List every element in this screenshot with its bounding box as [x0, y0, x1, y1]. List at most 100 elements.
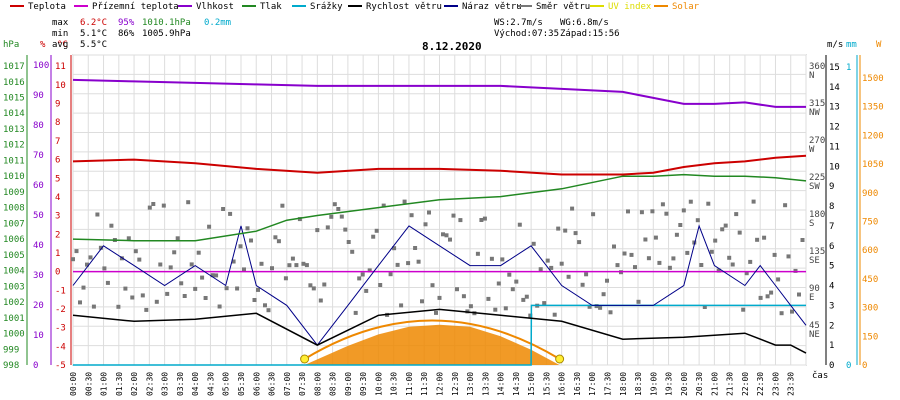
series-wind-direction-point [102, 266, 107, 271]
axis-hpa-tick: 1001 [3, 314, 25, 324]
series-wind-direction-point [224, 286, 229, 291]
axis-time-tick: 11:00 [405, 372, 414, 396]
series-wind-direction-point [573, 231, 578, 236]
stats-min-temp: 5.1°C [80, 29, 108, 39]
axis-w-tick: 450 [862, 275, 878, 285]
series-wind-direction-point [667, 265, 672, 270]
series-wind-direction-point [517, 222, 522, 227]
axis-w-tick: 1500 [862, 74, 884, 84]
series-wind-direction-point [374, 228, 379, 233]
series-wind-direction-point [81, 285, 86, 290]
series-wind-direction-point [587, 304, 592, 309]
series-wind-direction-point [437, 295, 442, 300]
series-wind-direction-point [709, 249, 714, 254]
axis-degc-tick: -5 [55, 361, 66, 371]
series-wind-direction-point [413, 246, 418, 250]
legend-swatch [292, 4, 306, 7]
axis-dir-tick: 225 [809, 173, 825, 183]
legend-swatch [242, 4, 256, 7]
axis-hpa-tick: 1000 [3, 330, 25, 340]
series-wind-direction-point [378, 283, 383, 287]
series-wind-direction-point [406, 261, 411, 266]
series-wind-direction-point [256, 287, 260, 292]
series-wind-direction-point [751, 199, 756, 204]
legend-swatch [590, 4, 604, 7]
series-wind-direction-point [563, 228, 568, 233]
axis-w-tick: 1050 [862, 160, 884, 170]
axis-dir-name: E [809, 293, 814, 303]
series-wind-direction-point [357, 276, 362, 281]
axis-degc-tick: 6 [55, 156, 60, 166]
series-wind-direction-point [629, 252, 634, 257]
series-wind-direction-point [259, 261, 264, 266]
series-wind-direction-point [448, 237, 452, 242]
series-wind-direction-point [790, 309, 794, 314]
axis-dir-name: NW [809, 108, 820, 118]
legend-swatch [74, 4, 88, 7]
axis-ms-tick: 12 [829, 123, 840, 133]
series-wind-direction-point [510, 287, 515, 292]
series-wind-direction-point [137, 257, 142, 262]
axis-dir-name: S [809, 219, 814, 229]
series-wind-direction-point [304, 263, 309, 268]
legend-item: Vlhkost [178, 2, 234, 12]
axis-w-tick: 300 [862, 304, 878, 314]
series-humidity [72, 78, 806, 108]
stats-max-temp: 6.2°C [80, 18, 108, 28]
series-wind-direction-point [343, 227, 348, 232]
axis-time-tick: 01:00 [100, 372, 109, 396]
series-wind-direction-point [161, 203, 166, 208]
axis-degc-tick: 1 [55, 249, 60, 259]
series-wind-direction-point [186, 200, 191, 205]
series-wind-direction-point [228, 211, 233, 216]
axis-dir-tick: 360 [809, 62, 825, 72]
series-wind-direction-point [235, 286, 240, 291]
axis-ms-tick: 4 [829, 282, 834, 292]
series-wind-direction-point [203, 296, 208, 300]
axis-hpa-tick: 1017 [3, 62, 25, 72]
legend-label: Vlhkost [196, 2, 234, 12]
series-wind-direction-point [521, 297, 526, 302]
axis-time-tick: 02:30 [145, 372, 154, 396]
axis-time-tick: 03:30 [176, 372, 185, 396]
axis-time-tick: 21:30 [726, 372, 735, 396]
axis-degc-tick: -3 [55, 324, 66, 334]
axis-degc-tick: 0 [55, 268, 60, 278]
series-wind-direction-point [577, 240, 582, 245]
series-wind-direction-point [318, 298, 323, 303]
axis-dir-name: N [809, 71, 814, 81]
series-wind-direction-point [395, 262, 400, 267]
axis-w-tick: 1350 [862, 103, 884, 113]
series-wind-direction-point [615, 263, 620, 268]
axis-dir-tick: 135 [809, 247, 825, 257]
series-wind-direction-point [280, 203, 285, 208]
series-wind-direction-point [626, 209, 630, 214]
axis-ms-tick: 1 [829, 341, 834, 351]
series-wind-direction-point [88, 255, 93, 260]
series-wind-direction-point [650, 209, 655, 214]
series-wind-direction-point [783, 203, 788, 208]
legend-label: Solar [672, 2, 700, 12]
axis-degc-label: °C [57, 40, 68, 50]
axis-ms-tick: 13 [829, 103, 840, 113]
series-wind-direction-point [507, 272, 512, 277]
legend-swatch [654, 4, 668, 7]
axis-degc-tick: 8 [55, 118, 60, 128]
axis-time-tick: 01:30 [115, 372, 124, 396]
series-wind-direction-point [217, 304, 222, 309]
series-wind-direction-point [720, 227, 725, 232]
axis-time-tick: 09:30 [359, 372, 368, 396]
series-wind-direction-point [210, 273, 215, 278]
axis-dir-tick: 315 [809, 99, 825, 109]
series-wind-direction-point [290, 256, 295, 261]
axis-dir-name: W [809, 145, 815, 155]
series-wind-direction-point [420, 299, 424, 304]
series-wind-direction-point [399, 303, 404, 308]
stats-max: max 6.2°C 95% 1010.1hPa 0.2mm [52, 18, 231, 28]
series-wind-direction-point [716, 268, 721, 273]
axis-w-tick: 600 [862, 246, 878, 256]
axis-time-tick: 10:30 [390, 372, 399, 396]
axis-time-tick: 22:30 [756, 372, 765, 396]
axis-time-tick: 09:00 [344, 372, 353, 396]
